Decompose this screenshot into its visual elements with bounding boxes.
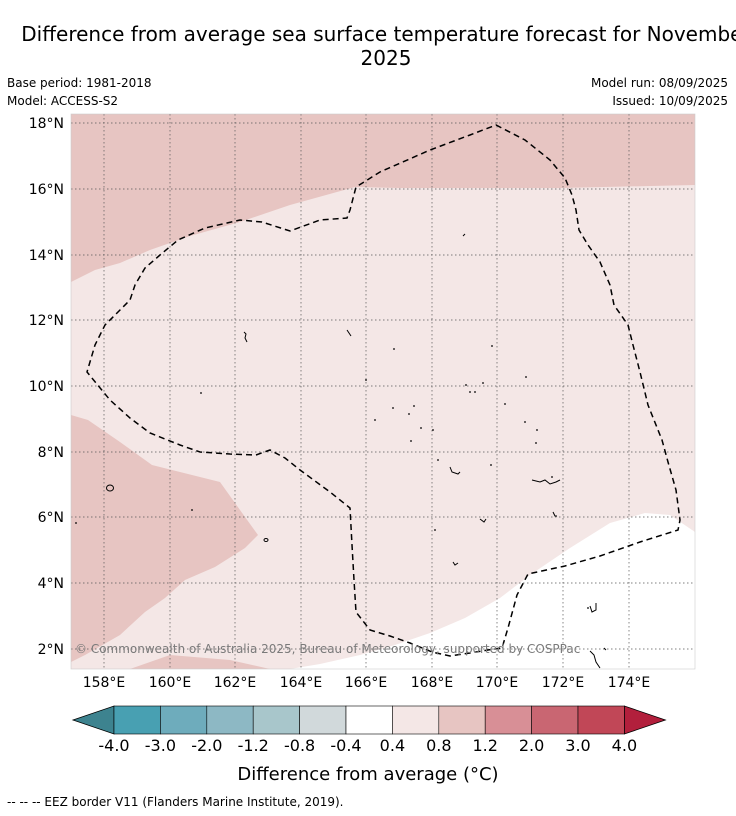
lon-tick-label: 168°E bbox=[411, 675, 454, 691]
lat-tick-label: 12°N bbox=[29, 313, 64, 329]
colorbar-tick-label: 4.0 bbox=[612, 736, 637, 755]
colorbar-swatch bbox=[299, 705, 347, 735]
colorbar-tick-label: -0.4 bbox=[330, 736, 361, 755]
colorbar-swatch bbox=[252, 705, 300, 735]
island bbox=[531, 479, 561, 485]
colorbar: -4.0 -3.0 -2.0 -1.2 -0.8 -0.4 0.4 0.8 1.2 2.0 3.0 4… bbox=[71, 705, 667, 755]
base-period-text: Base period: 1981-2018 bbox=[7, 76, 152, 90]
anomaly-region-south-warm bbox=[130, 655, 270, 669]
colorbar-extend-low bbox=[71, 705, 115, 735]
lat-tick-label: 18°N bbox=[29, 116, 64, 132]
colorbar-swatch bbox=[484, 705, 532, 735]
lat-tick-label: 8°N bbox=[38, 445, 64, 461]
meta-right: Model run: 08/09/2025 Issued: 10/09/2025 bbox=[591, 74, 728, 110]
lon-tick-label: 164°E bbox=[280, 675, 323, 691]
colorbar-extend-high bbox=[624, 705, 667, 735]
map-gridlines bbox=[71, 114, 695, 669]
map-title: Difference from average sea surface temp… bbox=[21, 22, 736, 70]
island bbox=[452, 561, 459, 566]
lat-tick-label: 4°N bbox=[38, 576, 64, 592]
lat-tick-label: 6°N bbox=[38, 510, 64, 526]
island bbox=[479, 518, 487, 523]
lat-tick-label: 14°N bbox=[29, 248, 64, 264]
colorbar-swatch bbox=[531, 705, 579, 735]
eez-legend: -- -- -- EEZ border V11 (Flanders Marine… bbox=[7, 795, 344, 809]
colorbar-swatch bbox=[392, 705, 440, 735]
colorbar-swatch bbox=[206, 705, 254, 735]
colorbar-tick-label: 0.4 bbox=[380, 736, 405, 755]
island bbox=[462, 233, 466, 237]
model-run-text: Model run: 08/09/2025 bbox=[590, 76, 728, 90]
island bbox=[589, 650, 601, 669]
island bbox=[603, 647, 607, 651]
lon-tick-label: 160°E bbox=[149, 675, 192, 691]
colorbar-swatch bbox=[438, 705, 486, 735]
map-frame bbox=[70, 113, 696, 670]
lon-tick-label: 162°E bbox=[214, 675, 257, 691]
island bbox=[552, 511, 557, 517]
anomaly-region-north-warm bbox=[71, 114, 695, 282]
colorbar-tick-label: 2.0 bbox=[519, 736, 544, 755]
lon-tick-label: 158°E bbox=[83, 675, 126, 691]
lon-tick-label: 172°E bbox=[542, 675, 585, 691]
island bbox=[263, 538, 269, 542]
island-dots bbox=[75, 345, 589, 609]
colorbar-tick-label: -4.0 bbox=[98, 736, 129, 755]
colorbar-tick-label: -2.0 bbox=[191, 736, 222, 755]
lon-axis: 158°E 160°E 162°E 164°E 166°E 168°E 170°… bbox=[83, 675, 651, 691]
anomaly-region-west-warm bbox=[71, 415, 258, 662]
island bbox=[243, 331, 248, 343]
meta-left: Base period: 1981-2018 Model: ACCESS-S2 bbox=[7, 74, 152, 110]
lon-tick-label: 174°E bbox=[608, 675, 651, 691]
lon-tick-label: 170°E bbox=[476, 675, 519, 691]
colorbar-swatch bbox=[345, 705, 393, 735]
issued-text: Issued: 10/09/2025 bbox=[612, 94, 728, 108]
colorbar-tick-label: -1.2 bbox=[238, 736, 269, 755]
colorbar-tick-label: 3.0 bbox=[565, 736, 590, 755]
lat-tick-label: 16°N bbox=[29, 182, 64, 198]
island bbox=[589, 603, 597, 613]
eez-border bbox=[86, 124, 681, 657]
map-area bbox=[71, 114, 695, 669]
model-text: Model: ACCESS-S2 bbox=[7, 94, 119, 108]
copyright-text: © Commonwealth of Australia 2025, Bureau… bbox=[75, 642, 580, 656]
colorbar-tick-label: 0.8 bbox=[426, 736, 451, 755]
lat-tick-label: 2°N bbox=[38, 642, 64, 658]
lon-tick-label: 166°E bbox=[345, 675, 388, 691]
colorbar-swatch bbox=[160, 705, 208, 735]
colorbar-tick-label: -3.0 bbox=[145, 736, 176, 755]
island bbox=[106, 484, 114, 492]
lat-tick-label: 10°N bbox=[29, 379, 64, 395]
islands bbox=[106, 233, 607, 669]
island bbox=[346, 329, 352, 337]
colorbar-swatch bbox=[577, 705, 625, 735]
colorbar-tick-label: -0.8 bbox=[284, 736, 315, 755]
colorbar-tick-label: 1.2 bbox=[472, 736, 497, 755]
colorbar-title: Difference from average (°C) bbox=[237, 764, 498, 785]
colorbar-swatch bbox=[113, 705, 161, 735]
lat-axis: 18°N 16°N 14°N 12°N 10°N 8°N 6°N 4°N 2°N bbox=[29, 116, 64, 658]
island bbox=[449, 466, 461, 475]
anomaly-region-neutral bbox=[290, 513, 695, 669]
